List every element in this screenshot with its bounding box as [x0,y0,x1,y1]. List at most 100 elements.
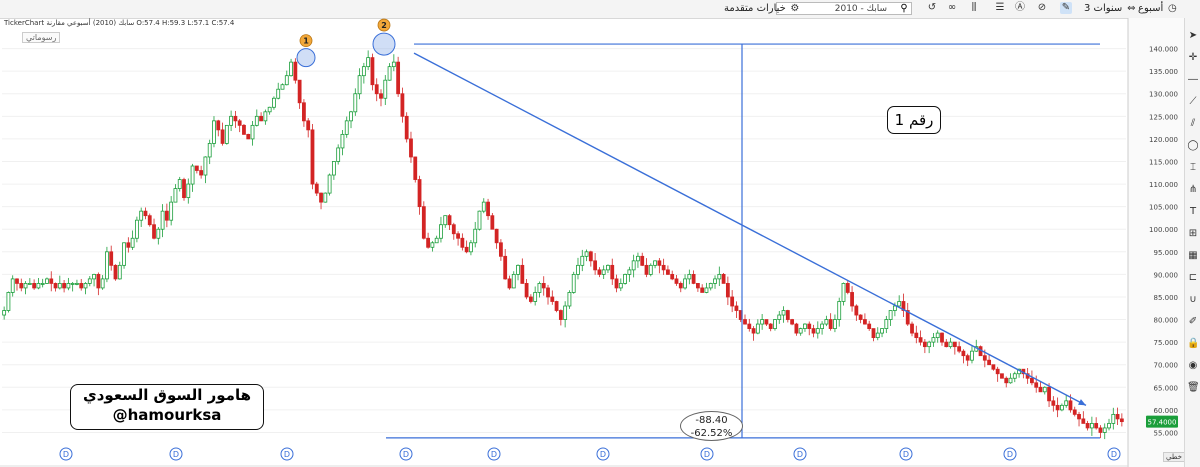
dividend-marker-label: D [903,450,909,459]
price-chart[interactable]: 55.000 60.000 65.000 70.000 75.000 80.000 85.0… [0,18,1184,467]
candle-body [627,269,632,275]
candle-body [687,273,692,280]
y-tick-label: 65.000 [1154,384,1179,392]
period-selector[interactable]: أسبوع ◷ [1138,2,1178,16]
pencil-icon[interactable]: ✎ [1060,2,1072,14]
brush-icon[interactable]: ✐ [1188,316,1198,327]
candle-body [383,79,388,99]
candle-body [327,174,332,194]
candle-body [648,264,653,275]
shape-icon[interactable]: ◯ [1187,140,1199,151]
trendline-icon[interactable]: ⟋ [1189,96,1197,107]
candle-body [434,237,439,244]
candle-body [768,323,773,329]
undo-icon[interactable]: ↺ [927,2,937,13]
advanced-options-label: خيارات متقدمة [724,3,786,14]
magnet-icon[interactable]: ∪ [1189,294,1197,305]
compare-icon[interactable]: ⊘ [1037,2,1047,13]
candle-body [130,237,135,248]
candle-body [66,283,71,289]
candle-body [863,319,867,325]
pitchfork-icon[interactable]: ⋔ [1188,184,1198,195]
candle-body [640,255,645,266]
lock-icon[interactable]: 🔒 [1187,338,1200,349]
candle-body [494,228,499,244]
downtrend-line [413,52,1087,406]
candle-body [1012,373,1017,379]
candle-body [70,283,75,285]
candle-body [1008,377,1013,384]
candle-body [820,323,824,329]
annotation-label[interactable]: رقم 1 [887,106,941,134]
cursor-icon[interactable]: ➤ [1188,30,1198,41]
candle-body [122,242,126,266]
candle-body [777,314,782,320]
candle-body [40,283,45,285]
candle-type-icon[interactable]: ⫼ [971,2,977,13]
horizontal-line-icon[interactable]: ― [1188,74,1198,85]
advanced-options-button[interactable]: خيارات متقدمة ⚙ [724,2,801,16]
list-icon[interactable]: ☰ [995,2,1005,13]
candle-body [473,228,478,244]
y-tick-label: 105.000 [1149,204,1178,212]
text-icon[interactable]: T [1189,206,1197,217]
candle-body [49,278,54,284]
eye-icon[interactable]: ◉ [1188,360,1198,371]
candle-body [370,57,375,86]
candle-body [790,319,795,325]
link-icon[interactable]: ∞ [947,2,957,13]
search-icon[interactable]: ⚲ [900,3,908,14]
candle-body [404,115,409,140]
peak-marker-badge [377,18,391,32]
candle-body [584,251,589,257]
range-selector[interactable]: 3 سنوات ⇔ [1084,2,1137,16]
candle-body [781,310,786,316]
gann-icon[interactable]: ⊞ [1188,228,1198,239]
candle-body [2,310,7,316]
alert-icon[interactable]: Ⓐ [1015,2,1025,13]
candle-body [636,255,640,262]
candle-body [27,283,32,285]
crosshair-icon[interactable]: ✛ [1188,52,1198,63]
candle-body [1004,377,1009,384]
candle-body [10,278,15,293]
drawing-tools-sidebar: ➤ ✛ ― ⟋ ⫽ ◯ ⌶ ⋔ T ⊞ ▦ ⊏ ∪ ✐ 🔒 ◉ 🗑 [1184,18,1200,467]
measure-icon[interactable]: ⊏ [1188,272,1198,283]
candle-body [541,283,546,289]
candle-body [901,301,906,311]
symbol-search-input[interactable]: 2010 - سابك [776,2,912,15]
candle-body [413,156,418,180]
fib-icon[interactable]: ⌶ [1190,162,1196,173]
dividend-marker-label: D [173,450,179,459]
candle-body [700,287,705,293]
candle-body [1051,400,1056,406]
candle-body [1077,413,1081,420]
candle-body [182,179,186,199]
y-tick-label: 135.000 [1149,68,1178,76]
candle-body [396,61,401,95]
candle-body [280,84,285,90]
candle-body [507,278,512,289]
period-label: أسبوع [1138,3,1164,14]
candle-body [134,219,139,239]
scale-type-tag[interactable]: خطي [1163,452,1185,462]
candle-body [785,310,790,320]
candle-body [331,161,336,176]
candle-body [773,319,777,329]
grid-icon[interactable]: ▦ [1188,250,1198,261]
candle-body [387,66,392,81]
candle-body [156,228,161,239]
measure-readout[interactable]: -88.40 -62.52% [680,411,743,441]
measure-percent: -62.52% [690,428,733,439]
y-tick-label: 70.000 [1154,362,1179,370]
dividend-marker-label: D [1111,450,1117,459]
candle-body [216,120,221,131]
candle-body [520,264,525,284]
channel-icon[interactable]: ⫽ [1190,118,1196,129]
candle-body [186,183,191,199]
drawings-tag[interactable]: رسوماتي [22,32,61,43]
candle-body [537,283,542,293]
trash-icon[interactable]: 🗑 [1187,382,1200,393]
candle-body [15,278,19,284]
dividend-marker-label: D [1007,450,1013,459]
